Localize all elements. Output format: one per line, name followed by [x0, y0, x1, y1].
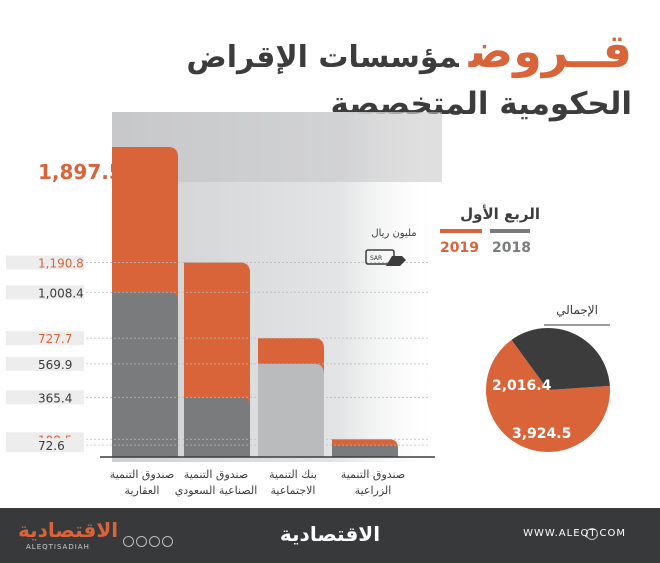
value-label-bg: [6, 390, 84, 405]
category-label-2: صندوق التنمية الصناعية السعودي: [174, 468, 258, 497]
value-label: 569.9: [38, 358, 72, 372]
bar-2018-1: [112, 292, 178, 457]
title-accent: قــروض: [468, 24, 632, 78]
value-label: 727.7: [38, 332, 72, 346]
category-label-1: صندوق التنمية العقارية: [109, 468, 175, 497]
footer-bar: الاقتصادية ALEQTISADIAH الاقتصادية WWW.A…: [0, 508, 660, 563]
value-label-bg: [6, 331, 84, 346]
facebook-icon[interactable]: [136, 536, 147, 547]
bar-2018-4: [332, 445, 398, 457]
pie-label-2018: 2,016.4: [492, 378, 552, 394]
legend-year-2018: 2018: [492, 240, 531, 256]
website-link[interactable]: WWW.ALEQT.COM: [523, 528, 626, 539]
pie-label-2019: 3,924.5: [512, 426, 571, 442]
footer-logo-sub: ALEQTISADIAH: [26, 543, 90, 551]
bar-2018-3: [258, 363, 324, 457]
value-label: 365.4: [38, 391, 72, 405]
instagram-icon[interactable]: [149, 536, 160, 547]
pie-slice-2019: [486, 339, 610, 452]
bar-2018-2: [184, 397, 250, 457]
chart-canvas: 1,897.51,190.8727.7108.51,008.4365.4569.…: [6, 112, 610, 462]
legend-marks: [440, 229, 530, 233]
legend-swatch-2018: [490, 229, 530, 233]
legend-title: الربع الأول: [460, 205, 540, 223]
legend-year-2019: 2019: [440, 240, 479, 256]
category-label-4: صندوق التنمية الزراعية: [340, 468, 406, 497]
unit-label: مليون ريال: [371, 228, 417, 239]
youtube-icon[interactable]: [162, 536, 173, 547]
value-label-bg: [6, 356, 84, 371]
title-rest: مؤسسات الإقراض: [186, 40, 459, 75]
value-label-bg: [6, 285, 84, 300]
center-logo: الاقتصادية: [279, 522, 381, 546]
value-label-bg: [6, 438, 84, 453]
pie-slice-2018: [511, 328, 610, 390]
legend-swatch-2019: [440, 229, 482, 233]
pie-title: الإجمالي: [556, 303, 598, 317]
pie-chart: 3,924.5 2,016.4: [486, 324, 610, 452]
value-guides: 1,897.51,190.8727.7108.51,008.4365.4569.…: [6, 160, 430, 453]
twitter-icon[interactable]: [123, 536, 134, 547]
globe-icon: [586, 528, 598, 540]
value-label-bg: [6, 255, 84, 270]
currency-icon: SAR: [365, 249, 406, 266]
category-label-3: بنك التنمية الاجتماعية: [269, 468, 317, 497]
value-label: 1,008.4: [38, 286, 84, 300]
currency-icon-text: SAR: [370, 255, 382, 262]
title-line-1: قــروض مؤسسات الإقراض: [186, 24, 632, 78]
value-label: 72.6: [38, 439, 65, 453]
footer-logo[interactable]: الاقتصادية: [18, 518, 119, 542]
value-label: 1,897.5: [38, 160, 123, 184]
value-label: 1,190.8: [38, 256, 84, 270]
